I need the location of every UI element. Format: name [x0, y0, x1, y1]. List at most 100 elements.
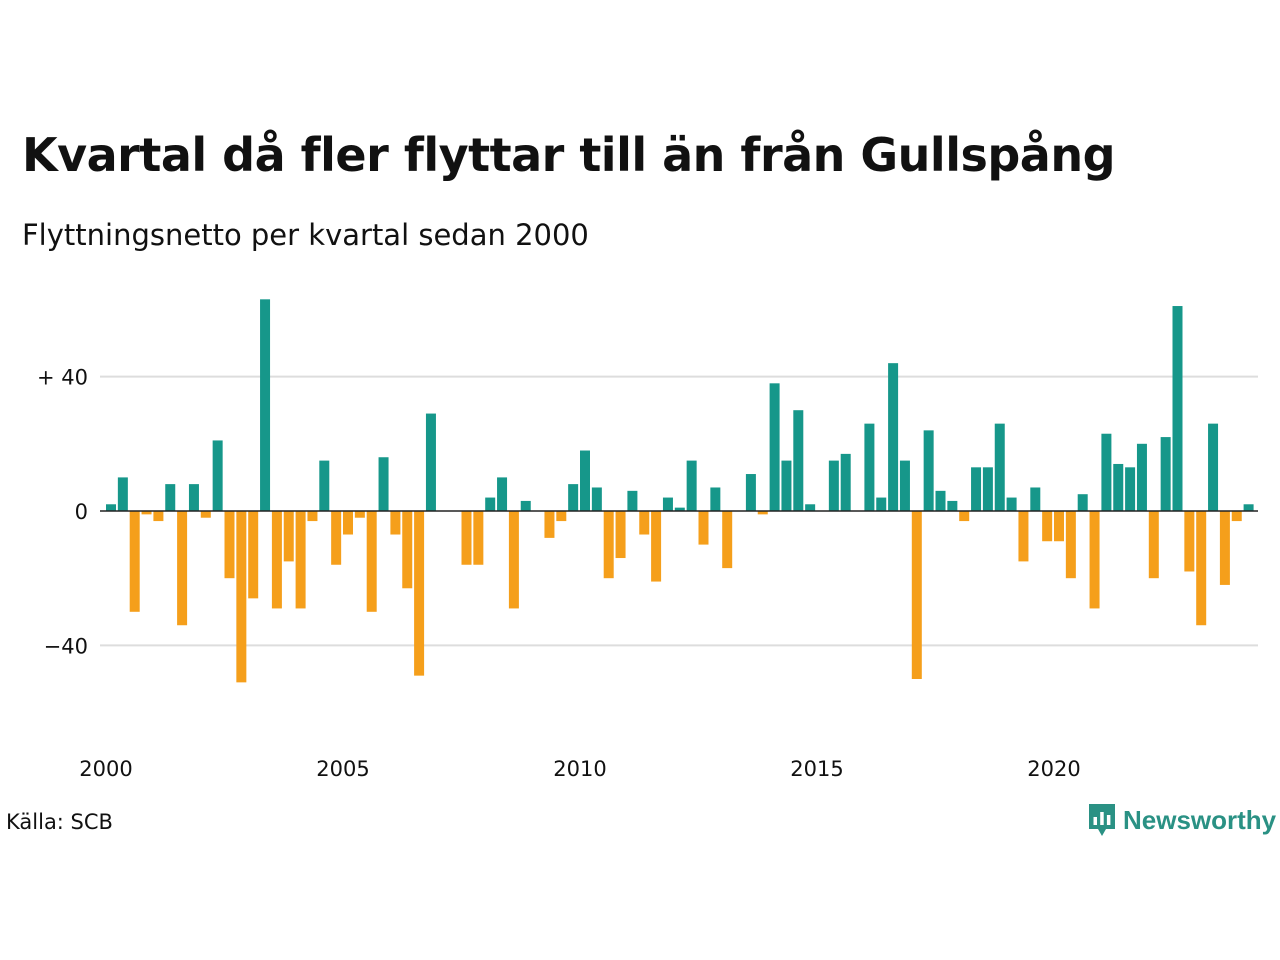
bar: [639, 511, 650, 535]
bar: [982, 467, 993, 511]
bar: [295, 511, 306, 609]
bar: [508, 511, 519, 609]
bar: [686, 460, 697, 511]
bar: [1125, 467, 1136, 511]
bar: [485, 497, 496, 511]
bar: [1006, 497, 1017, 511]
bar: [1136, 443, 1147, 511]
bar: [544, 511, 555, 538]
bar: [793, 410, 804, 511]
bar: [414, 511, 425, 676]
bar: [260, 299, 271, 511]
bar: [319, 460, 330, 511]
bar: [1101, 433, 1112, 511]
chart-title: Kvartal då fler flyttar till än från Gul…: [22, 128, 1116, 182]
bar: [769, 383, 780, 511]
bar: [283, 511, 294, 562]
bar: [1243, 504, 1254, 511]
bar: [1231, 511, 1242, 522]
bar: [1160, 437, 1171, 511]
newsworthy-logo-icon: [1089, 804, 1115, 836]
bar: [1172, 306, 1183, 511]
brand-name: Newsworthy: [1123, 804, 1277, 835]
bar: [141, 511, 152, 515]
bar: [1054, 511, 1064, 542]
bar: [1018, 511, 1029, 562]
x-tick-label: 2010: [553, 757, 606, 781]
bar: [366, 511, 377, 612]
bar: [745, 474, 756, 511]
bar: [627, 490, 638, 511]
bar: [200, 511, 211, 518]
brand-logo: Newsworthy: [1087, 802, 1276, 838]
bar: [876, 497, 887, 511]
bar: [840, 453, 851, 511]
bar: [710, 487, 721, 511]
bar: [177, 511, 188, 626]
bar: [106, 504, 116, 511]
bar: [343, 511, 353, 535]
y-tick-label: + 40: [37, 366, 88, 390]
bar: [781, 460, 792, 511]
bar: [911, 511, 922, 679]
x-tick-label: 2015: [790, 757, 843, 781]
bar: [390, 511, 401, 535]
bar: [307, 511, 318, 522]
bar: [1219, 511, 1230, 585]
bar: [248, 511, 259, 599]
bar: [271, 511, 282, 609]
bar: [805, 504, 816, 511]
y-tick-label: −40: [44, 634, 88, 658]
bar: [378, 457, 389, 511]
bar: [473, 511, 484, 565]
bar: [461, 511, 472, 565]
bar: [212, 440, 223, 511]
bar: [1065, 511, 1076, 579]
bar: [698, 511, 709, 545]
bar: [864, 423, 875, 511]
bar: [923, 430, 934, 511]
bar: [615, 511, 626, 559]
bar: [757, 511, 768, 515]
bar: [971, 467, 982, 511]
bar: [165, 484, 176, 511]
bar: [1089, 511, 1100, 609]
bar: [129, 511, 140, 612]
bar: [947, 500, 958, 511]
bar: [888, 363, 899, 511]
bar: [651, 511, 662, 582]
bar: [1196, 511, 1207, 626]
bar: [722, 511, 733, 569]
bar: [899, 460, 910, 511]
y-tick-label: 0: [75, 500, 88, 524]
bar: [402, 511, 413, 589]
bar: [1030, 487, 1041, 511]
bar: [1113, 463, 1124, 511]
chart-subtitle: Flyttningsnetto per kvartal sedan 2000: [22, 218, 589, 252]
bar: [520, 500, 531, 511]
bar: [591, 487, 602, 511]
source-note: Källa: SCB: [6, 810, 113, 834]
x-tick-label: 2000: [79, 757, 132, 781]
bar: [117, 477, 128, 511]
bar: [497, 477, 508, 511]
bar: [568, 484, 579, 511]
bar: [994, 423, 1005, 511]
bar: [1148, 511, 1159, 579]
x-tick-label: 2020: [1027, 757, 1080, 781]
bar: [188, 484, 199, 511]
bar: [153, 511, 164, 522]
bar: [331, 511, 342, 565]
bar: [828, 460, 839, 511]
bar: [1042, 511, 1053, 542]
bar: [1208, 423, 1219, 511]
bar: [1077, 494, 1088, 511]
bar: [236, 511, 247, 683]
bar: [556, 511, 567, 522]
bar: [580, 450, 590, 511]
bar: [959, 511, 970, 522]
bar: [603, 511, 614, 579]
bar: [425, 413, 436, 511]
bar: [1184, 511, 1195, 572]
